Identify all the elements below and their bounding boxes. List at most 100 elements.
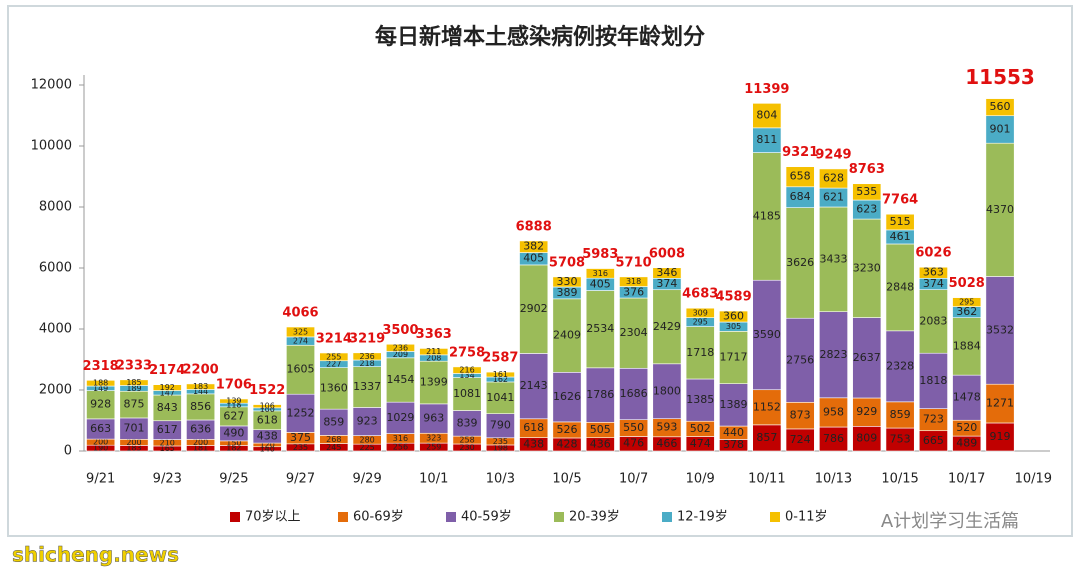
value-label: 149 — [93, 384, 108, 393]
value-label: 2328 — [886, 359, 914, 372]
total-label: 3219 — [349, 331, 385, 346]
value-label: 811 — [756, 133, 777, 146]
x-tick-label: 10/3 — [486, 472, 515, 487]
value-label: 325 — [293, 327, 308, 336]
value-label: 923 — [357, 415, 378, 428]
value-label: 4185 — [753, 209, 781, 222]
value-label: 208 — [426, 354, 441, 363]
total-label: 5983 — [582, 247, 618, 262]
total-label: 2333 — [116, 358, 152, 373]
value-label: 4370 — [986, 203, 1014, 216]
bar-segment — [719, 331, 749, 384]
bar-segment — [752, 152, 782, 281]
watermark: A计划学习生活篇 — [881, 511, 1019, 532]
bar-segment — [785, 317, 815, 403]
bar-segment — [86, 380, 116, 387]
value-label: 515 — [890, 215, 911, 228]
bar-segment — [552, 298, 582, 373]
legend-label: 40-59岁 — [461, 510, 512, 525]
value-label: 183 — [193, 382, 208, 391]
value-label: 1385 — [686, 393, 714, 406]
x-tick-label: 10/9 — [686, 472, 715, 487]
value-label: 309 — [693, 308, 708, 317]
value-label: 305 — [726, 322, 741, 331]
bar-segment — [852, 397, 882, 427]
value-label: 1800 — [653, 384, 681, 397]
bar-segment — [652, 289, 682, 365]
value-label: 216 — [459, 366, 474, 375]
value-label: 405 — [590, 277, 611, 290]
bar-segment — [685, 326, 715, 380]
y-tick-label: 6000 — [39, 261, 72, 276]
total-label: 1706 — [216, 377, 252, 392]
value-label: 901 — [990, 122, 1011, 135]
value-label: 857 — [756, 431, 777, 444]
value-label: 560 — [990, 100, 1011, 113]
value-label: 535 — [856, 185, 877, 198]
y-tick-label: 4000 — [39, 322, 72, 337]
value-label: 636 — [190, 423, 211, 436]
value-label: 245 — [326, 443, 341, 452]
value-label: 618 — [523, 421, 544, 434]
value-label: 256 — [393, 443, 408, 452]
bar-segment — [485, 381, 515, 414]
x-tick-label: 10/7 — [619, 472, 648, 487]
value-label: 235 — [493, 437, 508, 446]
value-label: 106 — [260, 402, 275, 411]
bar-segment — [819, 168, 848, 189]
bar-segment — [852, 426, 882, 452]
bar-segment — [652, 267, 682, 279]
legend-swatch — [230, 512, 240, 522]
legend-label: 20-39岁 — [569, 510, 620, 525]
x-tick-label: 9/21 — [86, 472, 115, 487]
value-label: 1337 — [353, 380, 381, 393]
y-tick-label: 10000 — [31, 139, 72, 154]
value-label: 856 — [190, 400, 211, 413]
bar-segment — [785, 166, 815, 188]
value-label: 1029 — [386, 411, 414, 424]
total-label: 6026 — [915, 246, 951, 261]
bar-segment — [752, 424, 782, 452]
bar-segment — [819, 397, 848, 428]
bar-segment — [585, 268, 615, 279]
legend-label: 0-11岁 — [785, 510, 828, 525]
bar-segment — [885, 330, 915, 403]
bar-segment — [552, 276, 582, 288]
value-label: 218 — [359, 359, 374, 368]
bar-segment — [385, 401, 415, 434]
bar-segment — [985, 276, 1015, 385]
legend-label: 60-69岁 — [353, 510, 404, 525]
value-label: 150 — [226, 439, 241, 448]
value-label: 139 — [226, 397, 241, 406]
bar-segment — [918, 289, 948, 354]
value-label: 295 — [959, 298, 974, 307]
value-label: 198 — [493, 443, 508, 452]
value-label: 723 — [923, 413, 944, 426]
value-label: 859 — [323, 415, 344, 428]
value-label: 875 — [123, 398, 144, 411]
bar-segment — [985, 98, 1015, 117]
value-label: 376 — [623, 285, 644, 298]
value-label: 440 — [723, 426, 744, 439]
bar-segment — [985, 422, 1015, 452]
value-label: 843 — [157, 401, 178, 414]
value-label: 295 — [693, 318, 708, 327]
value-label: 225 — [359, 443, 374, 452]
value-label: 839 — [457, 416, 478, 429]
bar-segment — [885, 243, 915, 332]
legend-swatch — [338, 512, 348, 522]
value-label: 1686 — [620, 387, 648, 400]
total-label: 1522 — [249, 383, 285, 398]
bar-segment — [419, 348, 449, 356]
total-label: 5708 — [549, 255, 585, 270]
value-label: 375 — [290, 431, 311, 444]
value-label: 346 — [656, 266, 677, 279]
value-label: 428 — [557, 437, 578, 450]
bar-segment — [619, 297, 649, 369]
value-label: 185 — [126, 378, 141, 387]
bar-segment — [252, 404, 282, 409]
value-label: 617 — [157, 423, 178, 436]
bar-segment — [685, 307, 715, 318]
bar-segment — [952, 297, 982, 307]
